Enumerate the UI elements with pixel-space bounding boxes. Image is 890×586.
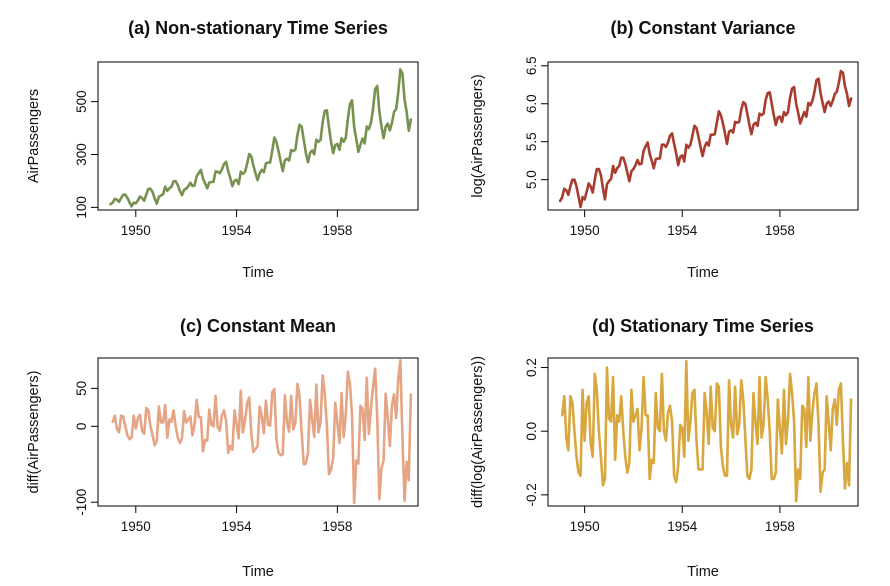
y-tick-label: 5.5: [524, 132, 539, 151]
y-axis-label: diff(log(AirPassengers)): [470, 356, 486, 508]
y-tick-label: 6.5: [524, 56, 539, 75]
panel-d-stationary: (d) Stationary Time Series Time diff(log…: [470, 316, 859, 580]
x-tick-label: 1954: [667, 519, 698, 534]
y-axis-ticks: -100 0 50: [74, 381, 98, 516]
x-tick-label: 1954: [222, 223, 253, 238]
y-tick-label: 5.0: [524, 170, 539, 189]
y-tick-label: 0: [74, 423, 89, 431]
x-tick-label: 1958: [765, 223, 795, 238]
x-tick-label: 1954: [222, 519, 253, 534]
y-tick-label: -100: [74, 489, 89, 516]
plot-frame: [97, 357, 419, 507]
plot-frame: [547, 61, 859, 211]
x-axis-label: Time: [242, 564, 274, 580]
y-axis-label: log(AirPassengers): [470, 74, 486, 197]
y-axis-label: diff(AirPassengers): [26, 370, 42, 493]
y-tick-label: 0.2: [524, 358, 539, 377]
series-line: [111, 358, 413, 505]
y-tick-label: -0.2: [524, 483, 539, 506]
panel-b-constant-variance: (b) Constant Variance Time log(AirPassen…: [470, 18, 859, 281]
panel-c-constant-mean: (c) Constant Mean Time diff(AirPassenger…: [26, 316, 419, 580]
x-tick-label: 1958: [322, 519, 352, 534]
y-tick-label: 500: [74, 90, 89, 113]
y-axis-ticks: 100 300 500: [74, 90, 98, 219]
chart-title: (a) Non-stationary Time Series: [128, 18, 388, 38]
y-tick-label: 300: [74, 143, 89, 166]
y-tick-label: 100: [74, 196, 89, 219]
y-axis-label: AirPassengers: [26, 89, 42, 183]
x-tick-label: 1950: [570, 223, 600, 238]
x-tick-label: 1950: [570, 519, 600, 534]
panel-a-non-stationary: (a) Non-stationary Time Series Time AirP…: [26, 18, 419, 281]
x-tick-label: 1950: [121, 223, 151, 238]
plot-frame: [547, 357, 859, 507]
y-tick-label: 6.0: [524, 94, 539, 113]
x-axis-label: Time: [687, 265, 719, 281]
chart-title: (b) Constant Variance: [610, 18, 795, 38]
x-axis-ticks: 1950 1954 1958: [570, 506, 795, 534]
series-line: [558, 69, 853, 209]
chart-title: (d) Stationary Time Series: [592, 316, 814, 336]
series-line: [560, 359, 853, 503]
x-tick-label: 1958: [765, 519, 795, 534]
y-tick-label: 50: [74, 381, 89, 396]
chart-title: (c) Constant Mean: [180, 316, 336, 336]
series-line: [109, 68, 413, 208]
x-axis-ticks: 1950 1954 1958: [121, 506, 352, 534]
y-axis-ticks: 5.0 5.5 6.0 6.5: [524, 56, 548, 189]
x-axis-label: Time: [242, 265, 274, 281]
x-axis-label: Time: [687, 564, 719, 580]
x-axis-ticks: 1950 1954 1958: [121, 210, 352, 238]
plot-frame: [97, 61, 419, 211]
x-tick-label: 1958: [322, 223, 352, 238]
x-tick-label: 1950: [121, 519, 151, 534]
x-axis-ticks: 1950 1954 1958: [570, 210, 795, 238]
y-axis-ticks: -0.2 0.0 0.2: [524, 358, 548, 506]
x-tick-label: 1954: [667, 223, 698, 238]
y-tick-label: 0.0: [524, 422, 539, 441]
